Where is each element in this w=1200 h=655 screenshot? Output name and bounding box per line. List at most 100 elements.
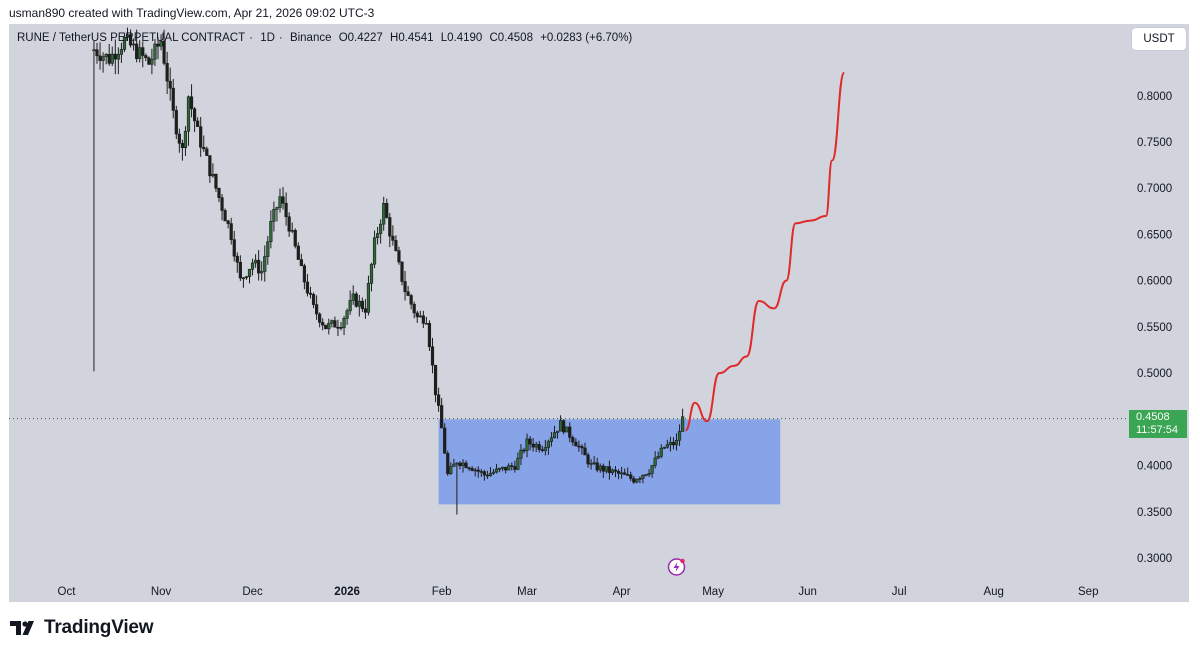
candle-body	[415, 312, 419, 318]
chart-pane[interactable]: 0.8000 0.7500 0.7000 0.6500 0.6000 0.5500 0.50…	[9, 24, 1189, 602]
candle-body	[235, 255, 239, 263]
symbol-exchange: Binance	[289, 32, 332, 44]
candle-body	[528, 438, 532, 445]
candle-body	[647, 473, 651, 475]
y-tick-label: 0.3000	[1137, 553, 1172, 565]
candle-body	[623, 472, 627, 475]
candle-body	[275, 207, 279, 210]
candle-body	[604, 466, 608, 472]
candle-body	[266, 241, 270, 257]
candle-body	[122, 37, 127, 50]
y-tick-label: 0.6500	[1137, 229, 1172, 241]
price-chart[interactable]: 0.8000 0.7500 0.7000 0.6500 0.6000 0.5500 0.50…	[9, 24, 1189, 602]
candle-body	[519, 449, 523, 459]
candle-body	[421, 315, 425, 324]
candle-body	[186, 96, 191, 132]
candle-body	[458, 462, 462, 467]
candle-body	[125, 34, 130, 38]
candle-body	[360, 300, 364, 310]
candle-body	[397, 250, 401, 263]
candle-body	[281, 196, 285, 204]
candle-body	[308, 292, 313, 295]
candle-body	[153, 43, 157, 60]
candle-body	[107, 53, 111, 64]
x-tick-label: May	[702, 586, 724, 598]
candle-body	[510, 465, 514, 467]
candle-body	[619, 472, 624, 475]
candle-body	[205, 148, 209, 156]
candle-body	[467, 467, 471, 470]
candle-body	[132, 43, 136, 46]
symbol-name[interactable]: RUNE / TetherUS PERPETUAL CONTRACT	[17, 32, 246, 44]
candle-body	[641, 474, 645, 479]
candle-body	[296, 245, 300, 260]
candle-body	[327, 322, 331, 330]
candle-body	[272, 208, 276, 222]
candle-body	[516, 457, 520, 470]
candle-body	[159, 40, 163, 47]
candle-body	[403, 281, 407, 293]
candle-body	[461, 462, 465, 467]
candle-body	[165, 63, 169, 82]
tradingview-logo-icon	[10, 621, 34, 635]
x-tick-label: Feb	[432, 586, 452, 598]
candle-body	[217, 188, 221, 198]
candle-body	[287, 216, 291, 232]
candle-body	[504, 466, 508, 471]
candle-body	[440, 405, 444, 429]
candle-body	[141, 47, 145, 56]
tradingview-logo[interactable]: TradingView	[10, 617, 154, 639]
candle-body	[113, 53, 117, 60]
candle-body	[318, 313, 322, 323]
x-tick-label: Mar	[517, 586, 537, 598]
candle-body	[305, 281, 310, 294]
candle-body	[488, 472, 493, 477]
candle-body	[613, 469, 618, 472]
projection-line	[684, 71, 846, 432]
x-tick-label: Apr	[613, 586, 631, 598]
candle-body	[263, 256, 267, 272]
candle-body	[147, 57, 151, 65]
lightning-icon	[673, 562, 680, 572]
candle-body	[372, 237, 377, 265]
candle-body	[385, 203, 389, 218]
candle-body	[369, 263, 374, 284]
candle-body	[330, 320, 334, 324]
candle-body	[388, 217, 392, 237]
candle-body	[479, 471, 483, 473]
candle-body	[549, 437, 554, 442]
x-tick-label: 2026	[334, 586, 360, 598]
candle-body	[168, 80, 172, 89]
candle-body	[555, 430, 560, 433]
candle-body	[382, 203, 386, 225]
candle-body	[375, 233, 380, 238]
candle-body	[650, 465, 654, 474]
candle-body	[626, 474, 630, 476]
candle-body	[565, 426, 569, 433]
candle-body	[531, 443, 535, 448]
candle-body	[241, 277, 246, 280]
candle-body	[226, 220, 230, 224]
candle-body	[598, 465, 602, 471]
candle-body	[653, 457, 657, 466]
candle-body	[680, 416, 685, 432]
candle-body	[674, 439, 679, 446]
candle-body	[574, 441, 578, 447]
candle-body	[250, 262, 255, 270]
symbol-interval: 1D	[260, 32, 275, 44]
candle-body	[177, 133, 181, 144]
candle-body	[135, 43, 139, 59]
candle-body	[324, 324, 328, 330]
candle-body	[183, 130, 188, 148]
candle-body	[257, 259, 261, 274]
candle-body	[406, 291, 410, 296]
candle-body	[244, 276, 249, 279]
candle-body	[470, 468, 474, 471]
currency-button[interactable]: USDT	[1132, 28, 1186, 50]
candle-body	[278, 196, 282, 208]
candle-body	[427, 323, 432, 348]
candle-body	[449, 466, 453, 475]
candle-body	[452, 463, 456, 467]
candle-body	[223, 210, 227, 222]
candle-body	[409, 295, 413, 305]
